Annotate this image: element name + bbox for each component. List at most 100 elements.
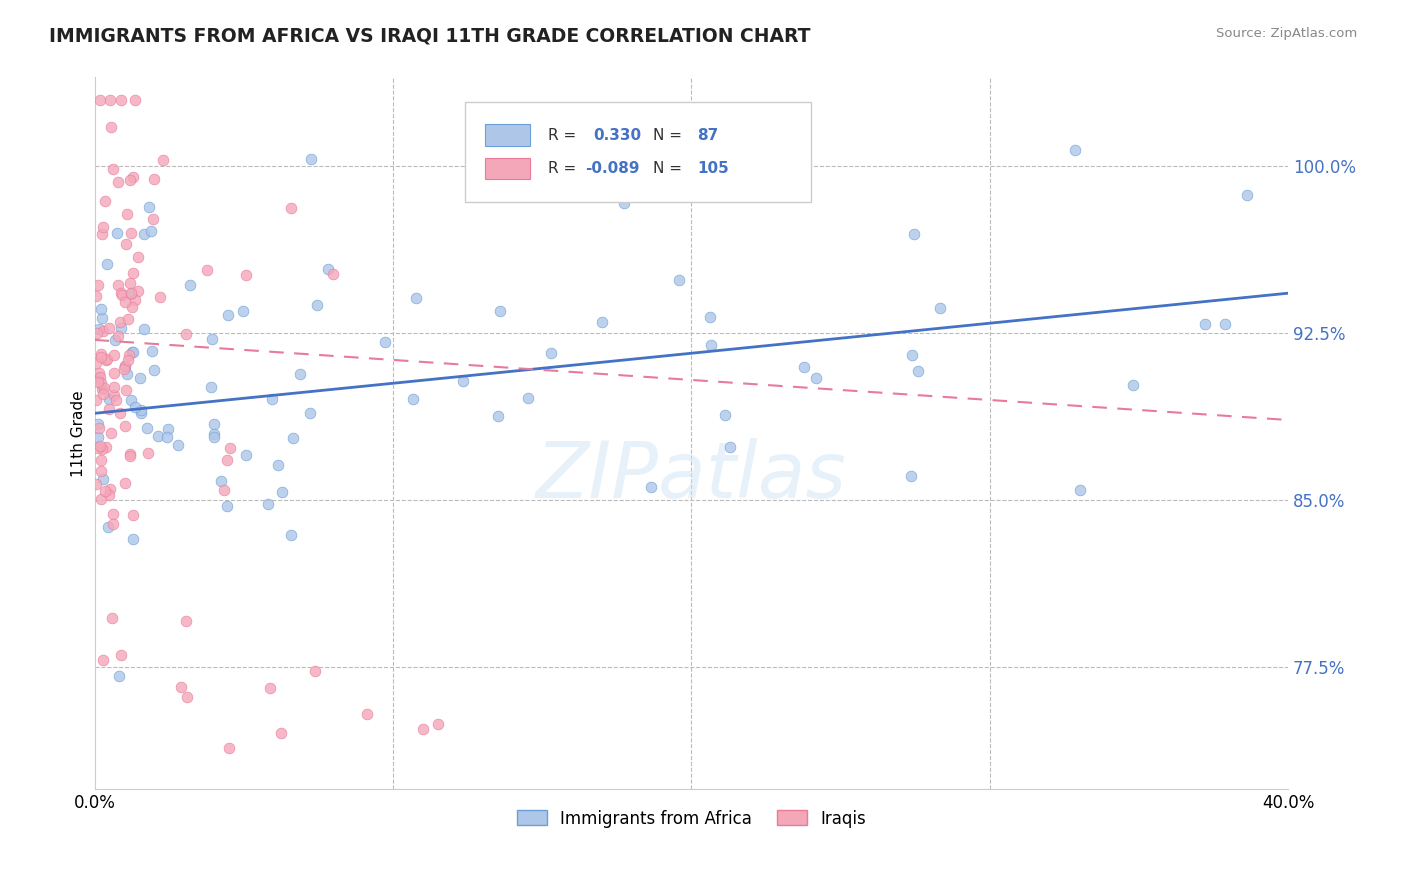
Point: [86, 326, 108, 340]
Point: [219, 441, 242, 455]
Point: [121, 300, 143, 314]
Point: [257, 497, 280, 511]
Point: [928, 301, 950, 315]
Point: [804, 371, 827, 385]
Text: ZIPatlas: ZIPatlas: [536, 438, 846, 514]
Point: [136, 446, 159, 460]
Point: [87, 421, 110, 435]
Text: 105: 105: [697, 161, 728, 176]
Point: [120, 287, 142, 301]
Point: [115, 207, 138, 221]
Point: [89, 439, 111, 453]
Point: [217, 453, 239, 467]
Point: [124, 93, 146, 107]
Point: [612, 196, 634, 211]
Point: [90, 310, 112, 325]
Point: [97, 401, 120, 416]
Point: [281, 431, 304, 445]
Point: [124, 400, 146, 414]
Point: [115, 368, 138, 382]
Point: [120, 227, 142, 241]
Point: [124, 293, 146, 307]
Point: [298, 406, 321, 420]
Point: [90, 382, 112, 396]
Point: [86, 371, 108, 385]
Point: [105, 226, 128, 240]
Point: [103, 387, 125, 401]
Point: [143, 171, 166, 186]
Point: [93, 653, 115, 667]
Text: 0.330: 0.330: [593, 128, 641, 143]
FancyBboxPatch shape: [464, 103, 811, 202]
Point: [114, 475, 136, 490]
Point: [87, 278, 110, 293]
Point: [103, 366, 125, 380]
Point: [900, 468, 922, 483]
Point: [202, 417, 225, 432]
Point: [270, 485, 292, 500]
Point: [1213, 318, 1236, 332]
Point: [793, 359, 815, 374]
Point: [112, 362, 135, 376]
Point: [1069, 483, 1091, 497]
Point: [84, 356, 107, 370]
Point: [157, 422, 180, 436]
Point: [141, 343, 163, 358]
Point: [132, 321, 155, 335]
Point: [120, 447, 142, 461]
Point: [262, 392, 284, 407]
Point: [1122, 377, 1144, 392]
Point: [114, 294, 136, 309]
Point: [212, 483, 235, 498]
Point: [142, 211, 165, 226]
Point: [270, 725, 292, 739]
Point: [96, 352, 118, 367]
Point: [118, 348, 141, 362]
Point: [267, 458, 290, 472]
Point: [591, 315, 613, 329]
Point: [121, 344, 143, 359]
Point: [98, 488, 121, 502]
Point: [149, 290, 172, 304]
Text: Source: ZipAtlas.com: Source: ZipAtlas.com: [1216, 27, 1357, 40]
Point: [90, 350, 112, 364]
Point: [110, 288, 132, 302]
Point: [98, 321, 121, 335]
Point: [110, 321, 132, 335]
Point: [129, 406, 152, 420]
Point: [89, 369, 111, 384]
Point: [103, 161, 125, 176]
Point: [316, 261, 339, 276]
Point: [195, 262, 218, 277]
Point: [101, 507, 124, 521]
Text: 87: 87: [697, 128, 718, 143]
Point: [94, 440, 117, 454]
Point: [907, 364, 929, 378]
Text: N =: N =: [654, 161, 682, 176]
Point: [668, 273, 690, 287]
FancyBboxPatch shape: [485, 124, 530, 145]
Point: [540, 346, 562, 360]
Point: [235, 448, 257, 462]
Point: [280, 527, 302, 541]
Point: [114, 359, 136, 373]
Point: [86, 442, 108, 456]
Point: [136, 421, 159, 435]
Point: [259, 681, 281, 695]
Point: [104, 392, 127, 407]
Point: [201, 331, 224, 345]
Point: [94, 352, 117, 367]
Point: [96, 257, 118, 271]
Point: [122, 508, 145, 522]
Point: [114, 359, 136, 373]
Point: [232, 303, 254, 318]
Point: [90, 464, 112, 478]
Point: [91, 220, 114, 235]
Y-axis label: 11th Grade: 11th Grade: [72, 390, 86, 476]
Text: N =: N =: [654, 128, 682, 143]
Point: [89, 93, 111, 107]
Point: [98, 93, 121, 107]
Point: [356, 706, 378, 721]
Point: [1236, 187, 1258, 202]
Point: [174, 614, 197, 628]
